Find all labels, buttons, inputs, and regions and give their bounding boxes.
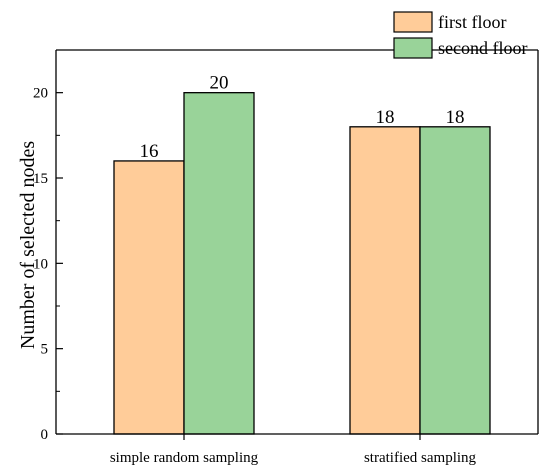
legend-swatch [393,37,433,59]
y-tick-label: 5 [41,342,49,358]
plot-area: 16 20 simple random sampling 18 18 stratified… [33,49,539,466]
data-label: 18 [376,107,395,128]
data-label: 16 [140,141,159,162]
legend-label: first floor [438,12,506,32]
x-tick-label: simple random sampling [110,450,259,466]
legend-label: second floor [438,38,527,58]
y-tick-label: 10 [33,256,48,272]
legend: first floor second floor [393,11,527,59]
legend-swatch [393,11,433,33]
y-tick-label: 20 [33,86,48,102]
x-tick-label: stratified sampling [364,450,477,466]
data-label: 20 [210,73,229,94]
bar-second-floor-1 [419,126,491,435]
bar-first-floor-0 [113,160,185,435]
y-tick-label: 0 [41,427,49,443]
bar-first-floor-1 [349,126,421,435]
y-tick-label: 15 [33,171,48,187]
bar-second-floor-0 [183,92,255,435]
y-axis-title: Number of selected nodes [17,141,39,349]
data-label: 18 [446,107,465,128]
